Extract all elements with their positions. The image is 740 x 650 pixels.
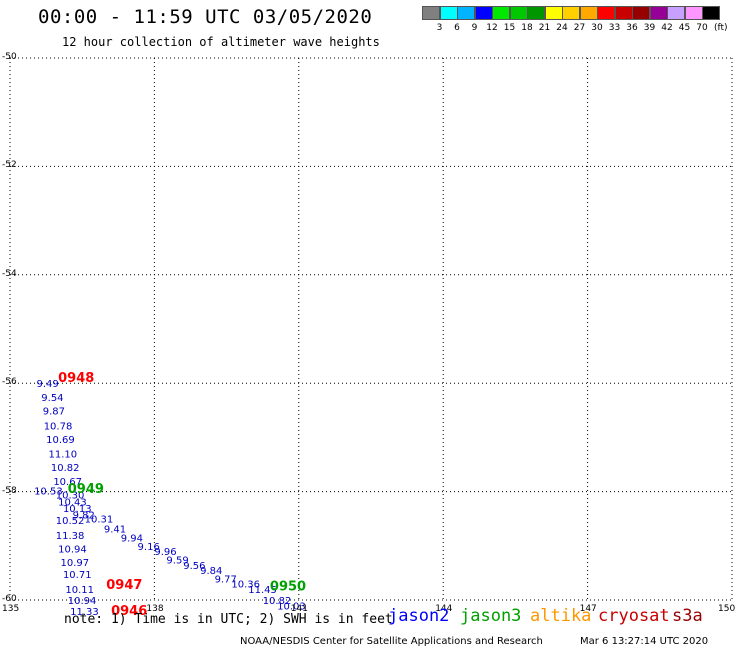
jason2-label: 9.16 <box>138 542 160 553</box>
jason2-label: 9.41 <box>104 524 126 535</box>
longitude-label: 147 <box>579 604 597 614</box>
legend-label: 36 <box>626 23 638 33</box>
longitude-label: 138 <box>146 604 164 614</box>
observation-labels: 9.499.549.8710.7810.6911.1010.8210.6710.… <box>34 371 306 619</box>
jason2-label: 9.59 <box>166 555 188 566</box>
legend-label: 39 <box>643 23 656 33</box>
cryosat-label: 0947 <box>106 578 142 593</box>
latitude-label: -52 <box>2 160 17 171</box>
jason2-label: 10.30 <box>56 490 85 501</box>
jason2-label: 10.52 <box>56 516 85 527</box>
satellite-altika: altika <box>530 606 592 626</box>
legend-label: 12 <box>486 23 498 33</box>
jason3-label: 0950 <box>270 579 306 594</box>
jason2-label: 10.82 <box>263 596 292 607</box>
jason2-label: 10.94 <box>68 596 97 607</box>
page-subtitle: 12 hour collection of altimeter wave hei… <box>62 35 380 49</box>
legend-label: 9 <box>471 23 478 33</box>
jason2-label: 10.97 <box>61 558 90 569</box>
longitude-label: 141 <box>290 604 308 614</box>
jason2-label: 10.11 <box>65 585 94 596</box>
footer-note: note: 1) Time is in UTC; 2) SWH is in fe… <box>64 612 393 627</box>
jason2-label: 9.94 <box>121 534 143 545</box>
generated-timestamp: Mar 6 13:27:14 UTC 2020 <box>580 636 709 647</box>
credit-text: NOAA/NESDIS Center for Satellite Applica… <box>240 636 543 647</box>
jason2-label: 9.54 <box>41 393 63 404</box>
jason2-label: 10.94 <box>58 545 87 556</box>
jason2-label: 11.38 <box>56 531 85 542</box>
jason2-label: 9.77 <box>215 574 237 585</box>
jason2-label: 10.78 <box>44 421 73 432</box>
longitude-label: 150 <box>718 604 736 614</box>
jason2-label: 10.69 <box>46 435 75 446</box>
jason2-label: 9.84 <box>200 566 222 577</box>
jason2-label: 10.53 <box>34 487 63 498</box>
latitude-label: -58 <box>2 485 17 496</box>
legend-label: 15 <box>503 23 516 33</box>
jason2-label: 11.33 <box>70 607 99 618</box>
legend-swatch <box>702 6 720 20</box>
legend-label: 27 <box>573 23 586 33</box>
jason2-label: 9.49 <box>36 379 58 390</box>
legend-label: 45 <box>678 23 691 33</box>
jason2-label: 9.87 <box>43 406 65 417</box>
map-grid <box>9 57 733 601</box>
jason2-label: 10.31 <box>85 515 114 526</box>
legend-units: (ft) <box>714 23 728 33</box>
legend-label: 18 <box>521 23 533 33</box>
longitude-label: 135 <box>2 604 20 614</box>
legend-label: 33 <box>608 23 621 33</box>
jason2-label: 10.36 <box>231 580 260 591</box>
jason2-label: 10.82 <box>51 463 80 474</box>
cryosat-label: 0948 <box>58 371 94 386</box>
longitude-label: 144 <box>435 604 453 614</box>
latitude-label: -60 <box>2 594 17 604</box>
latitude-label: -56 <box>2 377 17 388</box>
latitude-label: -54 <box>2 268 17 279</box>
page-title: 00:00 - 11:59 UTC 03/05/2020 <box>38 6 373 28</box>
legend-label: 6 <box>454 23 460 33</box>
cryosat-label: 0946 <box>111 604 147 619</box>
jason2-label: 10.13 <box>63 504 92 515</box>
jason3-label: 0949 <box>68 482 104 497</box>
jason2-label: 9.56 <box>183 561 205 572</box>
jason2-label: 9.96 <box>154 547 176 558</box>
jason2-label: 10.67 <box>53 477 82 488</box>
legend-label: 24 <box>556 23 568 33</box>
satellite-s3a: s3a <box>672 606 703 626</box>
latitude-label: -50 <box>2 52 17 62</box>
legend-label: 3 <box>436 23 443 33</box>
satellite-jason3: jason3 <box>460 606 522 626</box>
legend-label: 42 <box>661 23 673 33</box>
jason2-label: 10.03 <box>277 601 306 612</box>
jason2-label: 9.82 <box>73 510 95 521</box>
satellite-jason2: jason2 <box>388 606 450 626</box>
jason2-label: 11.45 <box>248 585 277 596</box>
legend-label: 70 <box>696 23 708 33</box>
jason2-label: 10.71 <box>63 570 92 581</box>
jason2-label: 11.10 <box>49 450 78 461</box>
legend-label: 21 <box>538 23 551 33</box>
jason2-label: 10.43 <box>58 497 87 508</box>
legend-label: 30 <box>591 23 603 33</box>
satellite-cryosat: cryosat <box>598 606 670 626</box>
